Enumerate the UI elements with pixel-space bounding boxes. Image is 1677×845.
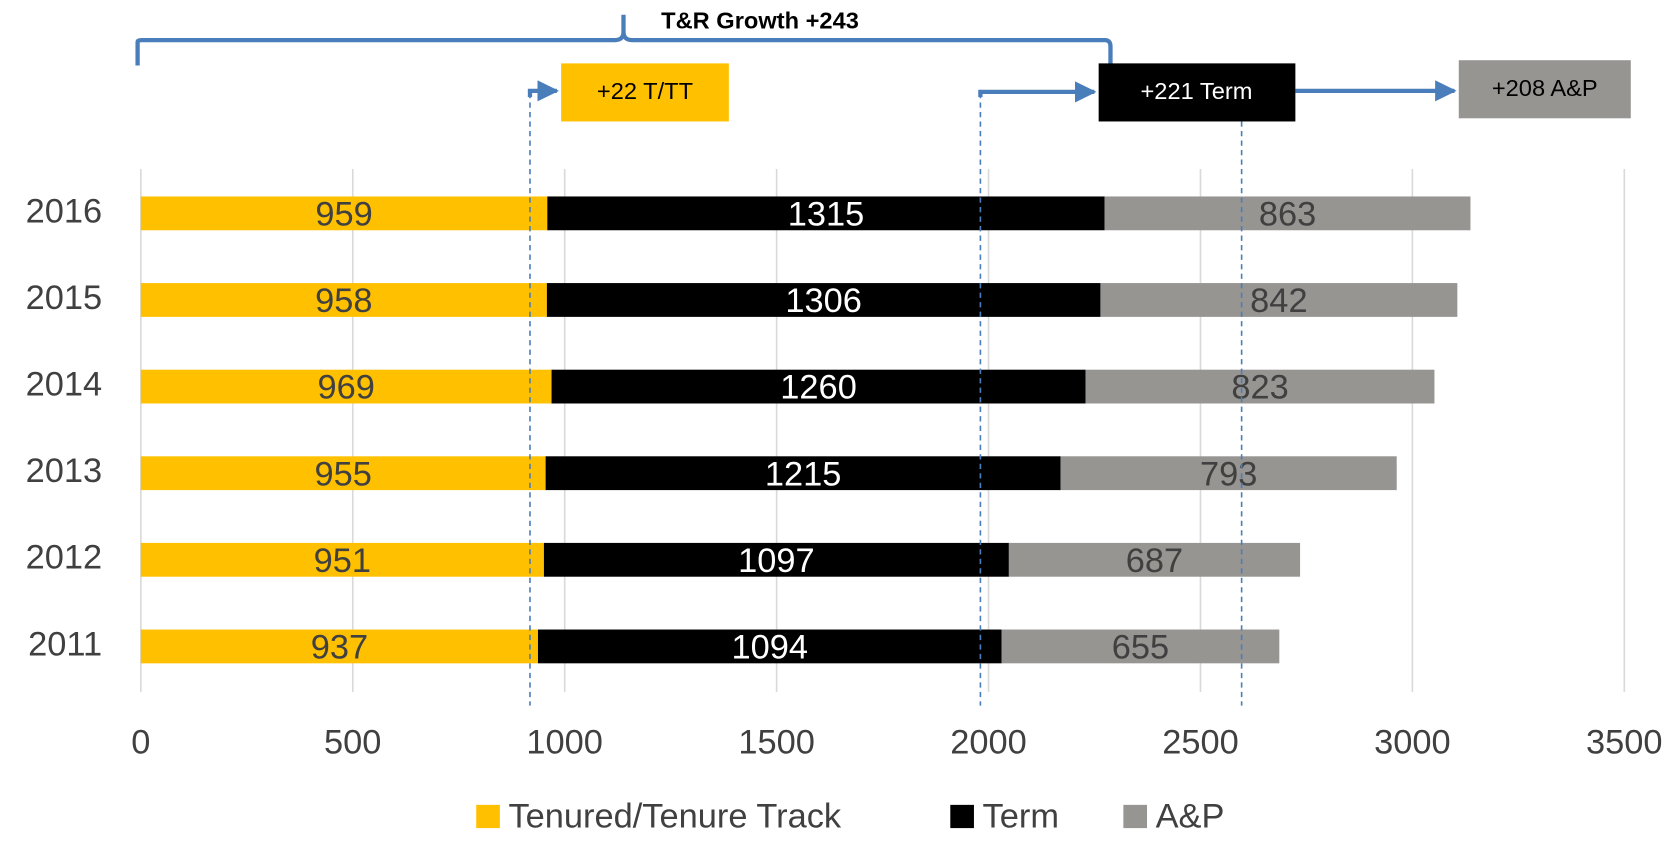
- legend-label: A&P: [1156, 798, 1225, 836]
- y-tick-label: 2014: [26, 366, 103, 404]
- legend-label: Tenured/Tenure Track: [508, 798, 842, 836]
- annotation: T&R Growth +243: [661, 7, 859, 33]
- annotation: +22 T/TT: [597, 78, 693, 104]
- x-tick-label: 3500: [1586, 724, 1663, 762]
- x-tick-label: 1500: [738, 724, 815, 762]
- data-label: 959: [315, 196, 372, 234]
- data-label: 1215: [765, 456, 842, 494]
- data-label: 687: [1126, 542, 1183, 580]
- bar-segment: [1100, 283, 1458, 317]
- data-label: 969: [317, 369, 374, 407]
- bar-segment: [1001, 629, 1280, 664]
- data-label: 1315: [788, 196, 865, 234]
- bar-segment: [140, 283, 547, 317]
- bar-segment: [545, 456, 1061, 491]
- bar-segment: [140, 369, 552, 404]
- data-label: 951: [314, 542, 371, 580]
- y-tick-label: 2015: [26, 279, 103, 317]
- annotation-box: [1458, 60, 1631, 119]
- legend-swatch: [476, 804, 500, 829]
- annotation: +208 A&P: [1492, 75, 1598, 101]
- bars: 937 1094 655 951 1097 687 955 1215 793 969 1260 823…: [140, 196, 1471, 667]
- data-label: 1097: [738, 542, 815, 580]
- x-tick-label: 2000: [950, 724, 1027, 762]
- data-label: 958: [315, 282, 372, 320]
- bar-segment: [546, 283, 1101, 317]
- y-tick-label: 2011: [28, 626, 102, 664]
- bar-segment: [1060, 456, 1397, 491]
- bracket: [135, 14, 1113, 66]
- bar-segment: [1104, 196, 1471, 231]
- data-label: 1260: [780, 369, 857, 407]
- bar-segment: [140, 542, 544, 577]
- data-label: 955: [315, 456, 372, 494]
- data-label: 1094: [732, 629, 809, 667]
- legend-swatch: [1123, 804, 1148, 829]
- legend-swatch: [950, 804, 974, 829]
- bar-segment: [547, 196, 1105, 231]
- data-label: 823: [1231, 369, 1288, 407]
- arrow: [527, 80, 559, 102]
- annotation-box: [1098, 63, 1296, 122]
- data-label: 655: [1112, 629, 1169, 667]
- legend-label: Term: [983, 798, 1059, 836]
- data-label: 863: [1259, 196, 1316, 234]
- y-tick-label: 2012: [26, 539, 103, 577]
- y-tick-label: 2016: [26, 193, 103, 231]
- bar-segment: [551, 369, 1086, 404]
- arrow: [978, 81, 1097, 103]
- bar-segment: [543, 542, 1009, 577]
- grid: [140, 169, 1626, 692]
- bar-segment: [1008, 542, 1301, 577]
- bar-segment: [140, 629, 538, 664]
- y-tick-label: 2013: [26, 452, 103, 490]
- bar-segment: [1085, 369, 1435, 404]
- annotations: T&R Growth +243 +22 T/TT +221 Term +208 …: [135, 7, 1631, 706]
- x-tick-label: 500: [324, 724, 381, 762]
- data-label: 937: [311, 629, 368, 667]
- data-label: 842: [1250, 282, 1307, 320]
- data-label: 793: [1200, 456, 1257, 494]
- x-tick-label: 1000: [526, 724, 603, 762]
- bar-segment: [140, 196, 548, 231]
- annotation: +221 Term: [1141, 78, 1253, 104]
- bar-segment: [140, 456, 546, 491]
- x-tick-label: 3000: [1374, 724, 1451, 762]
- bar-segment: [537, 629, 1002, 664]
- annotation-box: [561, 63, 729, 122]
- data-label: 1306: [785, 282, 862, 320]
- x-tick-label: 0: [131, 724, 150, 762]
- x-tick-label: 2500: [1162, 724, 1239, 762]
